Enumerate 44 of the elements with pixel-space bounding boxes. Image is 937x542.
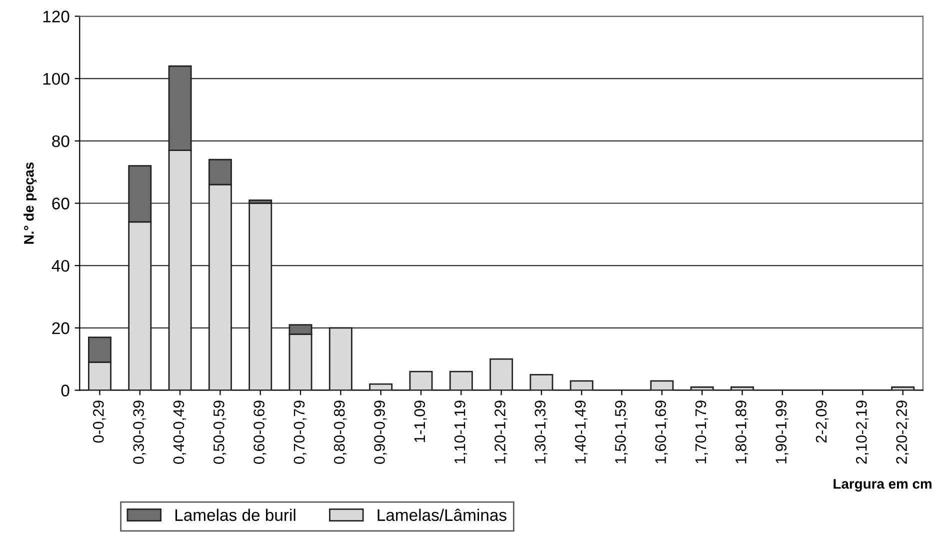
bar [530, 374, 554, 390]
bar [248, 202, 272, 390]
y-tick-label: 120 [43, 10, 70, 22]
y-tick-label: 100 [43, 72, 70, 85]
y-tick-label: 20 [52, 322, 70, 334]
x-tick-label: 1,60-1,69 [655, 400, 668, 464]
x-tick-label: 2,20-2,29 [896, 400, 909, 464]
y-axis-title: N.° de peças [24, 162, 37, 244]
bar [409, 370, 433, 390]
x-tick-label: 1,90-1,99 [776, 400, 788, 464]
x-tick-label: 0,40-0,49 [173, 400, 186, 464]
x-tick-label: 1,80-1,89 [736, 400, 748, 464]
bar [730, 386, 754, 390]
x-tick-label: 2,10-2,19 [856, 400, 869, 464]
legend-label: Lamelas de buril [175, 508, 296, 521]
bar [690, 386, 714, 390]
x-tick-label: 0-0,29 [93, 400, 106, 443]
legend-label: Lamelas/Lâminas [378, 508, 506, 521]
x-tick-label: 1,70-1,79 [695, 400, 708, 464]
x-tick-label: 0,30-0,39 [133, 400, 146, 464]
bar [369, 383, 393, 390]
x-tick-label: 0,90-0,99 [374, 400, 387, 464]
x-tick-label: 1,40-1,49 [574, 400, 588, 464]
x-tick-label: 1,50-1,59 [615, 400, 628, 464]
bar [570, 380, 594, 390]
bar [490, 358, 514, 390]
x-tick-label: 1,30-1,39 [534, 400, 548, 464]
y-tick-label: 60 [52, 198, 70, 210]
y-tick-label: 0 [61, 384, 70, 396]
x-tick-label: 0,70-0,79 [294, 400, 306, 464]
y-tick-label: 40 [52, 260, 70, 272]
x-axis-title: Largura em cm [834, 479, 932, 492]
bar [449, 370, 473, 390]
bar [891, 386, 915, 390]
x-tick-label: 1,10-1,19 [454, 400, 468, 464]
x-tick-label: 1-1,09 [414, 400, 427, 442]
bar [328, 327, 352, 390]
x-tick-label: 2-2,09 [816, 400, 828, 443]
y-tick-label: 80 [52, 135, 70, 148]
x-tick-label: 1,20-1,29 [494, 400, 508, 464]
x-tick-label: 0,60-0,69 [254, 400, 266, 464]
x-tick-label: 0,80-0,89 [334, 400, 347, 464]
bar [650, 380, 674, 390]
x-tick-label: 0,50-0,59 [213, 400, 226, 464]
